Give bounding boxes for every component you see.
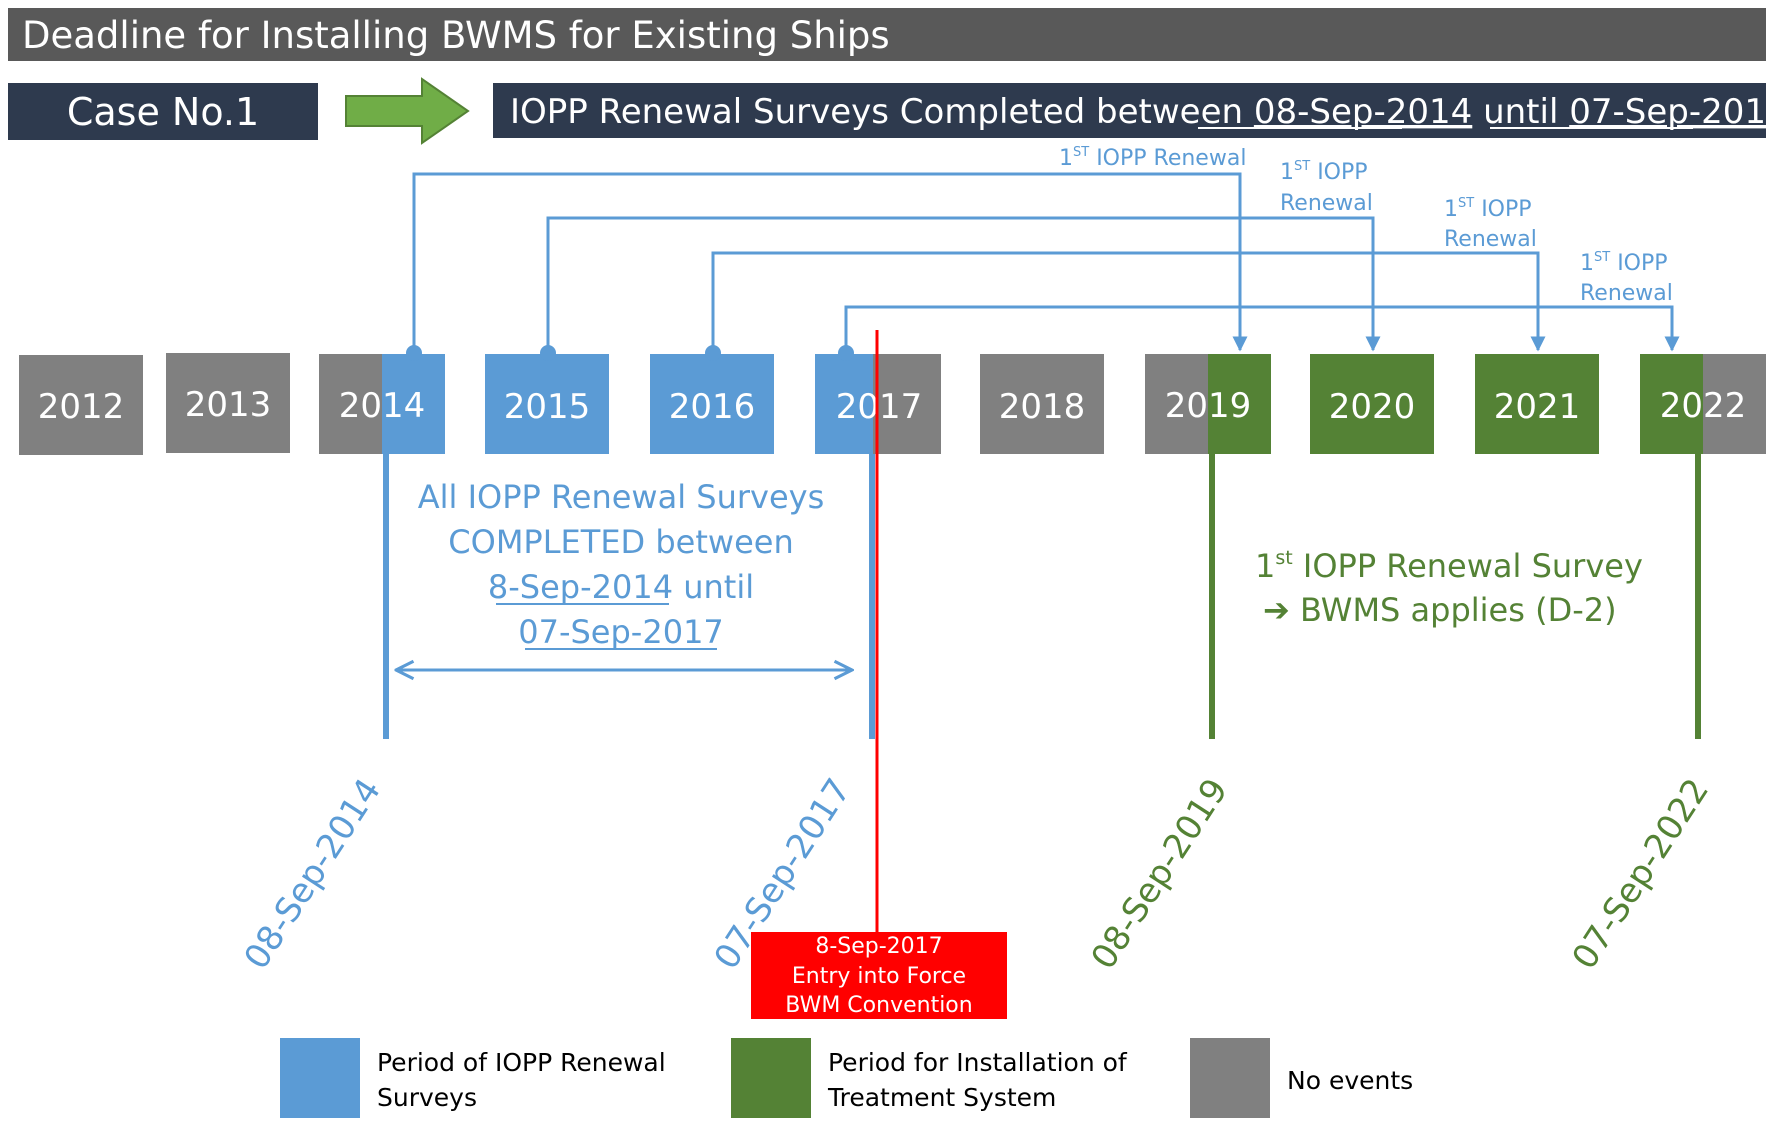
blue-note-date-from: 8-Sep-2014 [488, 568, 673, 606]
legend-swatch-green [731, 1038, 811, 1118]
year-2017: 2017 [815, 354, 941, 454]
renewal-label-2: 1ST IOPP [1280, 159, 1368, 185]
entry-line3: BWM Convention [785, 993, 972, 1018]
green-note-line1: 1st IOPP Renewal Survey [1255, 547, 1643, 585]
statement-date-from: 08-Sep-2014 [1254, 92, 1472, 132]
year-label: 2013 [185, 385, 272, 425]
connector-dot [540, 345, 556, 361]
entry-line2: Entry into Force [792, 964, 966, 989]
green-note: 1st IOPP Renewal Survey ➔ BWMS applies (… [1255, 547, 1643, 629]
renewal-connectors [412, 172, 1680, 352]
connector-2017-2022 [844, 305, 1680, 352]
case-label: Case No.1 [67, 90, 259, 134]
year-label: 2021 [1494, 387, 1581, 427]
legend-swatch-blue [280, 1038, 360, 1118]
year-2021: 2021 [1475, 354, 1599, 454]
renewal-label-4: 1ST IOPP [1580, 250, 1668, 276]
year-2015: 2015 [485, 354, 609, 454]
blue-note-line1: All IOPP Renewal Surveys [418, 478, 825, 516]
connector-dot [406, 345, 422, 361]
marker-08-sep-2014 [383, 454, 389, 739]
blue-note-line2: COMPLETED between [448, 523, 793, 561]
year-label: 2016 [669, 387, 756, 427]
connector-2014-2019 [412, 172, 1248, 352]
date-label-07-sep-2022: 07-Sep-2022 [1565, 772, 1718, 977]
year-2012: 2012 [19, 355, 143, 455]
blue-note-date-to: 07-Sep-2017 [518, 613, 724, 651]
year-label: 2012 [38, 387, 125, 427]
year-label: 2019 [1165, 386, 1252, 426]
green-arrow-icon [345, 77, 470, 145]
legend-gray: No events [1287, 1066, 1413, 1095]
right-arrow-icon: ➔ [1263, 591, 1290, 629]
date-label-08-sep-2019: 08-Sep-2019 [1084, 772, 1237, 977]
legend-swatch-gray [1190, 1038, 1270, 1118]
marker-08-sep-2019 [1209, 454, 1215, 739]
year-2019: 2019 [1145, 354, 1271, 454]
blue-note-until: until [673, 568, 754, 606]
year-label: 2015 [504, 387, 591, 427]
year-label: 2022 [1660, 386, 1747, 426]
page-title: Deadline for Installing BWMS for Existin… [22, 14, 890, 57]
entry-line1: 8-Sep-2017 [815, 934, 942, 959]
legend-blue-line2: Surveys [377, 1083, 477, 1112]
statement-text: IOPP Renewal Surveys Completed between 0… [510, 92, 1766, 132]
date-label-08-sep-2014: 08-Sep-2014 [237, 772, 390, 977]
statement-prefix: IOPP Renewal Surveys Completed between [510, 92, 1254, 132]
year-2018: 2018 [980, 354, 1104, 454]
statement-mid: until [1472, 92, 1569, 132]
case-label-box [8, 83, 318, 140]
marker-07-sep-2022 [1695, 454, 1701, 739]
year-label: 2017 [836, 387, 923, 427]
year-2013: 2013 [166, 353, 290, 453]
renewal-label-2-line2: Renewal [1280, 191, 1373, 216]
connector-2016-2021 [711, 251, 1546, 352]
year-label: 2014 [339, 386, 426, 426]
renewal-label-1: 1ST IOPP Renewal [1059, 145, 1246, 171]
renewal-label-3-line2: Renewal [1444, 227, 1537, 252]
year-label: 2018 [999, 387, 1086, 427]
renewal-label-3: 1ST IOPP [1444, 196, 1532, 222]
blue-note-line3: 8-Sep-2014 until [488, 568, 754, 606]
marker-07-sep-2017 [869, 454, 875, 739]
header-bar [8, 8, 1766, 61]
legend-green-line2: Treatment System [827, 1083, 1056, 1112]
blue-note: All IOPP Renewal Surveys COMPLETED betwe… [418, 478, 825, 651]
entry-into-force-box [751, 932, 1007, 1019]
connector-dot [838, 345, 854, 361]
renewal-label-4-line2: Renewal [1580, 281, 1673, 306]
year-2022: 2022 [1640, 354, 1766, 454]
year-label: 2020 [1329, 387, 1416, 427]
year-2014: 2014 [319, 354, 445, 454]
legend: Period of IOPP Renewal Surveys Period fo… [280, 1038, 1413, 1118]
connector-2015-2020 [546, 216, 1381, 352]
year-2016: 2016 [650, 354, 774, 454]
legend-blue-line1: Period of IOPP Renewal [377, 1048, 666, 1077]
green-note-line2: ➔ BWMS applies (D-2) [1263, 591, 1617, 629]
connector-dot [705, 345, 721, 361]
statement-date-to: 07-Sep-2017 [1569, 92, 1766, 132]
entry-into-force-text: 8-Sep-2017 Entry into Force BWM Conventi… [785, 934, 972, 1018]
year-2020: 2020 [1310, 354, 1434, 454]
legend-green-line1: Period for Installation of [828, 1048, 1128, 1077]
